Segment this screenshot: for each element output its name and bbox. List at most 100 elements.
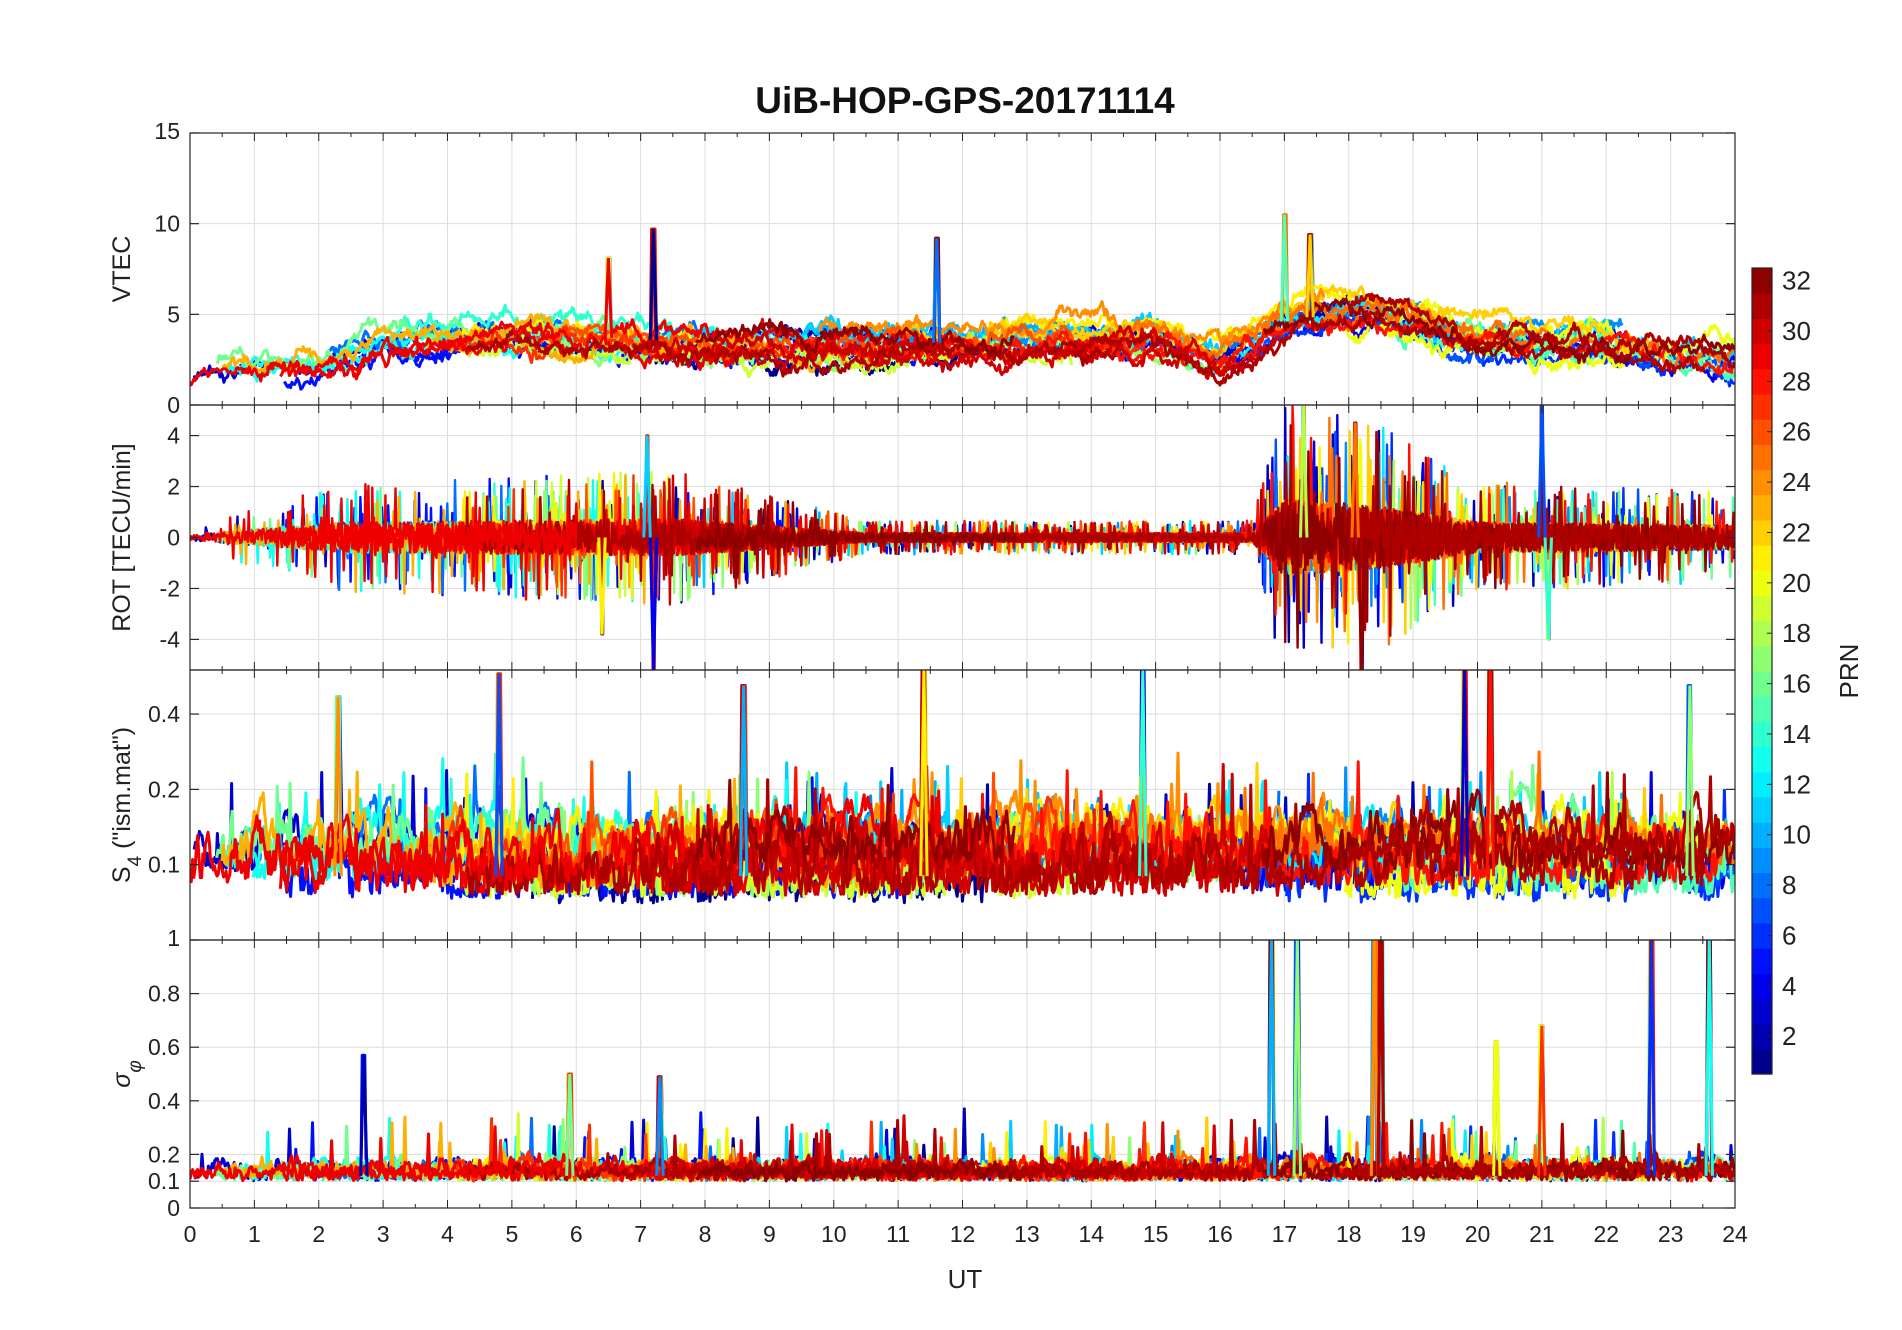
peak-trace-s4-4 bbox=[1459, 670, 1470, 877]
colorbar-segment bbox=[1752, 318, 1772, 345]
series-line-prn-31 bbox=[1347, 670, 1735, 861]
x-tick-label: 19 bbox=[1400, 1221, 1426, 1247]
y-tick-label-sigma_phi: 1 bbox=[167, 925, 180, 951]
peak-trace-rot-0 bbox=[648, 537, 659, 670]
peak-trace-rot-1 bbox=[642, 435, 652, 538]
peak-trace-s4-2 bbox=[919, 670, 929, 877]
x-tick-label: 2 bbox=[312, 1221, 325, 1247]
y-tick-label-sigma_phi: 0 bbox=[167, 1195, 180, 1221]
peak-trace-s4-0 bbox=[494, 673, 504, 877]
peak-trace-s4-7 bbox=[333, 696, 343, 877]
y-tick-label-vtec: 15 bbox=[154, 118, 180, 144]
colorbar-tick-label: 8 bbox=[1782, 870, 1796, 900]
colorbar-tick-label: 4 bbox=[1782, 971, 1796, 1001]
colorbar-segment bbox=[1752, 948, 1772, 974]
x-axis-label: UT bbox=[948, 1264, 983, 1294]
series-line-prn-32 bbox=[694, 778, 1016, 865]
x-tick-label: 8 bbox=[699, 1221, 712, 1247]
colorbar-segment bbox=[1752, 570, 1772, 597]
colorbar-tick-label: 18 bbox=[1782, 618, 1811, 648]
y-tick-label-vtec: 10 bbox=[154, 211, 180, 237]
y-tick-label-sigma_phi: 0.1 bbox=[148, 1168, 180, 1194]
x-tick-label: 14 bbox=[1078, 1221, 1104, 1247]
colorbar-tick-label: 28 bbox=[1782, 366, 1811, 396]
x-tick-label: 7 bbox=[634, 1221, 647, 1247]
y-tick-label-rot: -2 bbox=[160, 575, 180, 601]
colorbar-segment bbox=[1752, 393, 1772, 420]
series-line-prn-31 bbox=[1072, 233, 1706, 387]
y-tick-label-vtec: 0 bbox=[167, 392, 180, 418]
y-tick-label-vtec: 5 bbox=[167, 301, 180, 327]
colorbar-frame bbox=[1751, 267, 1773, 1075]
peak-trace-sigma_phi-9 bbox=[655, 1076, 665, 1176]
peak-trace-sigma_phi-0 bbox=[1266, 940, 1277, 1176]
peak-trace-rot-5 bbox=[1537, 405, 1547, 538]
colorbar-segment bbox=[1752, 444, 1772, 471]
y-tick-label-rot: 4 bbox=[167, 423, 180, 449]
series-group-vtec bbox=[190, 213, 1735, 391]
colorbar-segment bbox=[1752, 343, 1772, 370]
colorbar-tick-label: 6 bbox=[1782, 920, 1796, 950]
peak-trace-sigma_phi-8 bbox=[359, 1055, 369, 1176]
colorbar-segment bbox=[1752, 519, 1772, 546]
peak-trace-s4-5 bbox=[738, 685, 749, 877]
peak-trace-sigma_phi-5 bbox=[1704, 940, 1714, 1176]
x-tick-label: 20 bbox=[1465, 1221, 1491, 1247]
x-tick-label: 21 bbox=[1529, 1221, 1555, 1247]
x-tick-label: 17 bbox=[1272, 1221, 1298, 1247]
series-line-prn-31 bbox=[464, 670, 1120, 896]
colorbar-segment bbox=[1752, 469, 1772, 496]
series-line-prn-32 bbox=[695, 236, 1015, 359]
peak-trace-rot-7 bbox=[597, 537, 607, 635]
colorbar-segment bbox=[1752, 645, 1772, 672]
series-line-prn-31 bbox=[1347, 421, 1735, 632]
colorbar-segment bbox=[1752, 872, 1772, 899]
y-tick-label-rot: 2 bbox=[167, 474, 180, 500]
series-line-prn-32 bbox=[1262, 771, 1735, 871]
colorbar-tick-label: 26 bbox=[1782, 417, 1811, 447]
colorbar-tick-label: 32 bbox=[1782, 266, 1811, 296]
series-line-prn-29 bbox=[611, 317, 973, 352]
y-tick-label-sigma_phi: 0.8 bbox=[148, 981, 180, 1007]
x-tick-label: 24 bbox=[1722, 1221, 1748, 1247]
y-tick-label-s4: 0.2 bbox=[148, 776, 180, 802]
y-tick-label-sigma_phi: 0.6 bbox=[148, 1034, 180, 1060]
series-line-prn-32 bbox=[695, 1157, 1016, 1183]
colorbar-tick-label: 2 bbox=[1782, 1021, 1796, 1051]
colorbar-tick-label: 12 bbox=[1782, 769, 1811, 799]
series-group-rot bbox=[190, 405, 1735, 670]
peak-trace-sigma_phi-1 bbox=[1292, 940, 1302, 1176]
colorbar-segment bbox=[1752, 822, 1772, 848]
colorbar-segment bbox=[1752, 268, 1772, 294]
series-line-prn-29 bbox=[190, 807, 578, 884]
peak-trace-sigma_phi-3 bbox=[1376, 940, 1386, 1176]
peak-trace-sigma_phi-6 bbox=[1492, 1041, 1502, 1176]
colorbar-segment bbox=[1752, 368, 1772, 395]
peak-trace-vtec-0 bbox=[648, 229, 659, 341]
series-group-s4 bbox=[190, 670, 1735, 905]
series-line-prn-29 bbox=[190, 320, 578, 387]
x-tick-label: 23 bbox=[1658, 1221, 1684, 1247]
colorbar-tick-label: 20 bbox=[1782, 568, 1811, 598]
series-line-prn-32 bbox=[695, 493, 1017, 580]
peak-trace-sigma_phi-7 bbox=[1537, 1025, 1547, 1176]
y-tick-label-s4: 0.1 bbox=[148, 852, 180, 878]
colorbar-segment bbox=[1752, 973, 1772, 1000]
series-line-prn-24 bbox=[818, 287, 1325, 346]
series-line-prn-32 bbox=[1262, 297, 1735, 365]
colorbar-segment bbox=[1752, 721, 1772, 748]
peak-trace-sigma_phi-2 bbox=[1369, 940, 1380, 1176]
panel-vtec: 0 5 10 15 VTEC bbox=[108, 118, 1736, 418]
colorbar-segment bbox=[1752, 998, 1772, 1025]
colorbar-segment bbox=[1752, 595, 1772, 622]
colorbar-segment bbox=[1752, 1048, 1772, 1075]
peak-trace-s4-6 bbox=[1685, 685, 1695, 877]
colorbar-segment bbox=[1752, 419, 1772, 445]
x-tick-label: 1 bbox=[248, 1221, 261, 1247]
peak-trace-vtec-1 bbox=[932, 238, 942, 343]
peak-trace-vtec-2 bbox=[1279, 214, 1290, 322]
x-tick-label: 3 bbox=[377, 1221, 390, 1247]
colorbar-segment bbox=[1752, 620, 1772, 647]
